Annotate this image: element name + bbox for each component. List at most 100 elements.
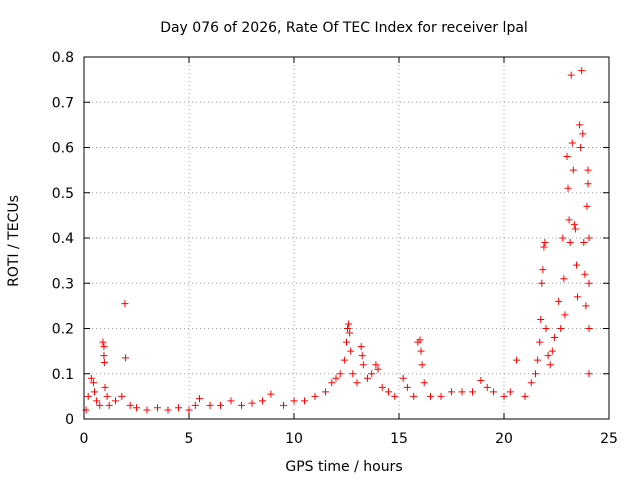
data-point — [567, 71, 575, 79]
data-point — [267, 390, 275, 398]
data-point — [399, 374, 407, 382]
data-point — [469, 388, 476, 396]
data-point — [93, 397, 101, 405]
data-point — [418, 361, 426, 369]
data-point — [537, 315, 545, 323]
data-point — [175, 404, 182, 412]
data-point — [483, 383, 491, 391]
data-point — [427, 392, 434, 400]
data-point — [576, 121, 584, 129]
data-point — [372, 361, 380, 369]
data-point — [416, 336, 424, 344]
y-axis-ticks: 0 0.1 0.2 0.3 0.4 0.5 0.6 0.7 0.8 — [52, 50, 609, 428]
y-tick-label: 0.2 — [52, 322, 74, 338]
data-point — [364, 374, 371, 382]
data-point — [164, 406, 172, 414]
data-point — [378, 383, 386, 391]
data-point — [560, 275, 568, 283]
data-point — [100, 352, 108, 360]
data-point — [328, 379, 336, 387]
data-point — [122, 354, 130, 362]
data-point — [332, 374, 340, 382]
data-point — [206, 401, 214, 409]
data-point — [336, 370, 344, 378]
data-point — [557, 325, 565, 332]
data-point — [490, 388, 497, 396]
data-point — [570, 220, 578, 228]
data-point — [448, 388, 455, 396]
y-tick-label: 0.8 — [52, 50, 74, 66]
data-point — [571, 225, 579, 233]
y-axis-label: ROTI / TECUs — [6, 195, 22, 287]
data-point — [84, 392, 92, 400]
data-point — [154, 404, 161, 412]
x-tick-label: 15 — [390, 431, 408, 447]
data-point — [238, 401, 245, 409]
data-point — [301, 397, 308, 405]
data-point — [539, 266, 547, 274]
x-tick-label: 25 — [600, 431, 618, 447]
data-point — [118, 392, 126, 400]
data-point — [322, 388, 329, 396]
data-point — [121, 300, 129, 308]
y-tick-label: 0 — [65, 412, 74, 428]
data-point — [217, 401, 224, 409]
data-point — [112, 397, 119, 405]
data-point — [191, 401, 199, 409]
data-point — [344, 325, 352, 332]
data-point — [578, 67, 586, 75]
chart-title: Day 076 of 2026, Rate Of TEC Index for r… — [160, 20, 528, 36]
data-point — [541, 239, 549, 247]
data-point — [458, 388, 466, 396]
data-point — [410, 392, 418, 400]
data-point — [583, 202, 591, 210]
data-point — [87, 374, 95, 382]
data-point — [100, 343, 108, 351]
data-point — [185, 406, 193, 414]
data-point — [546, 361, 554, 369]
data-point — [345, 320, 353, 328]
x-tick-label: 20 — [495, 431, 513, 447]
data-point — [564, 184, 572, 192]
y-tick-label: 0.1 — [52, 367, 74, 383]
data-point — [500, 392, 508, 400]
data-point — [569, 166, 577, 174]
data-point — [477, 377, 485, 385]
x-tick-label: 0 — [80, 431, 89, 447]
data-point — [437, 392, 445, 400]
data-point — [227, 397, 235, 405]
data-point — [540, 243, 548, 251]
data-point — [548, 347, 556, 355]
data-point — [559, 234, 567, 242]
data-point — [417, 347, 425, 355]
data-point — [311, 392, 319, 400]
data-point — [555, 297, 563, 305]
data-point — [126, 401, 134, 409]
data-point — [96, 401, 104, 409]
data-point — [527, 379, 535, 387]
data-point — [534, 356, 542, 364]
data-point — [574, 293, 581, 301]
data-point — [358, 352, 366, 360]
data-point — [420, 379, 428, 387]
data-point — [403, 383, 411, 391]
data-point — [584, 180, 592, 188]
data-point — [513, 356, 521, 364]
data-point — [544, 352, 552, 360]
data-point — [568, 139, 576, 147]
data-point — [563, 153, 571, 161]
x-axis-label: GPS time / hours — [285, 459, 402, 475]
data-point — [581, 270, 589, 278]
data-point — [196, 395, 203, 403]
data-point — [103, 392, 111, 400]
data-point — [101, 383, 109, 391]
data-point — [565, 216, 573, 224]
data-point — [506, 388, 514, 396]
data-point — [542, 325, 550, 332]
data-point — [585, 370, 593, 378]
x-tick-label: 5 — [185, 431, 194, 447]
plot-frame — [83, 56, 610, 420]
data-point — [340, 356, 348, 364]
data-point — [584, 166, 592, 174]
